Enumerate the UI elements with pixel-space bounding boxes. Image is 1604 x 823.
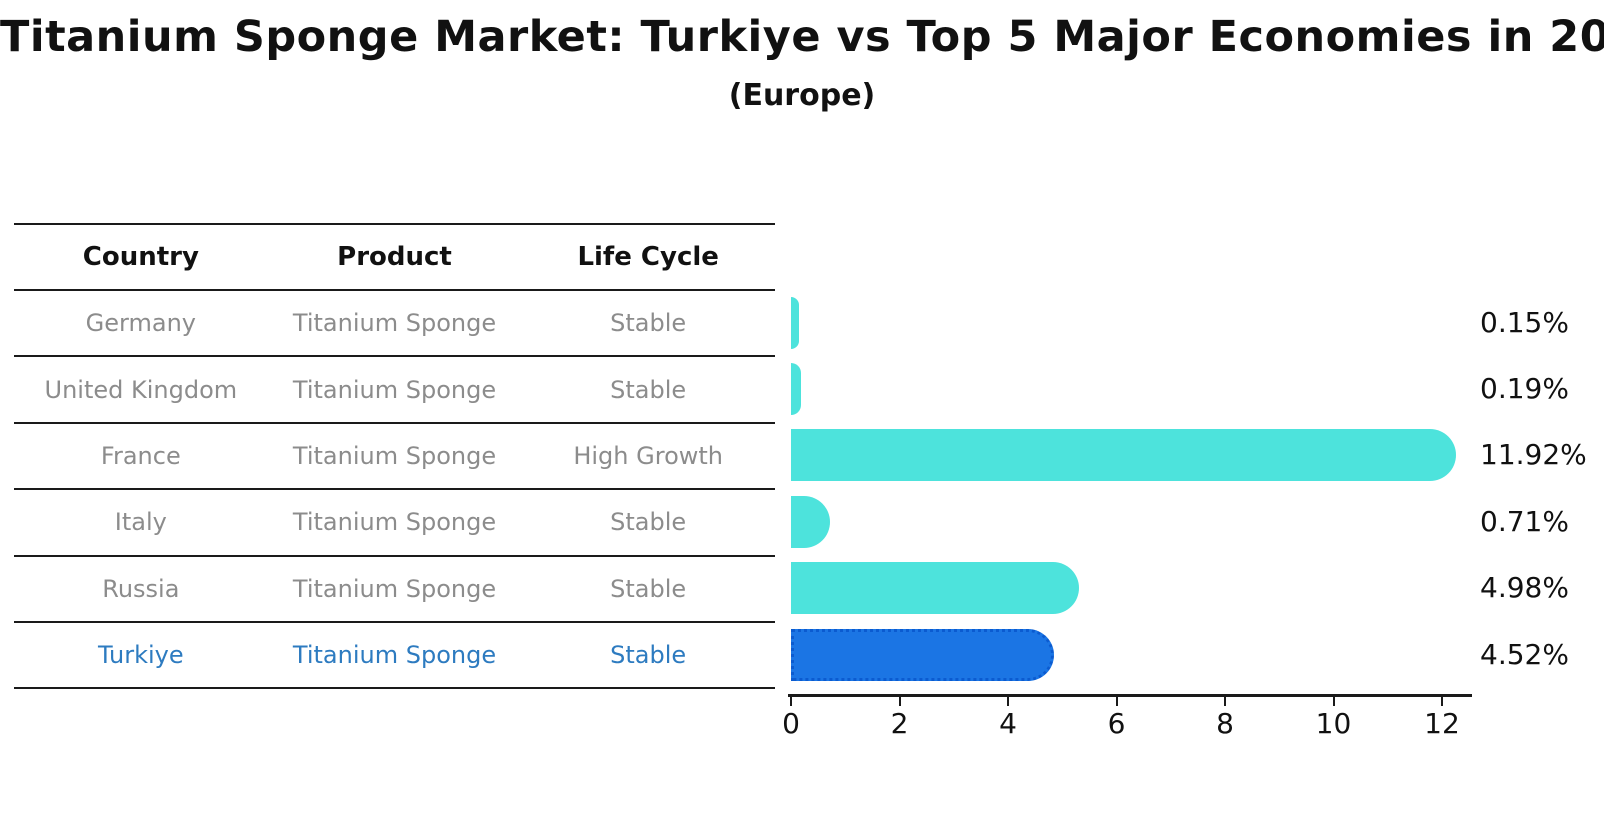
value-label-russia: 4.98%	[1480, 571, 1569, 605]
x-tick-label: 12	[1424, 707, 1460, 740]
lifecycle-cell: Stable	[610, 641, 687, 670]
bar-russia	[791, 562, 1080, 615]
x-axis-line	[788, 694, 1472, 697]
lifecycle-cell: Stable	[610, 574, 687, 603]
country-cell: Italy	[114, 508, 167, 537]
x-tick-label: 8	[1216, 707, 1234, 740]
chart-subtitle: (Europe)	[728, 78, 876, 113]
table-row-united-kingdom: United Kingdom Titanium Sponge Stable	[14, 357, 775, 424]
lifecycle-cell: Stable	[610, 375, 687, 404]
x-tick-label: 2	[890, 707, 909, 740]
x-tick-mark	[790, 697, 792, 706]
col-header-lifecycle: Life Cycle	[577, 242, 719, 272]
x-tick-label: 10	[1315, 707, 1352, 740]
product-cell: Titanium Sponge	[292, 574, 497, 603]
x-tick-mark	[1441, 697, 1443, 706]
lifecycle-cell: Stable	[610, 508, 687, 537]
product-cell: Titanium Sponge	[292, 441, 497, 470]
table-body: Germany Titanium Sponge Stable United Kingd…	[14, 291, 775, 690]
country-cell: Germany	[85, 309, 196, 338]
x-tick-label: 4	[999, 707, 1017, 740]
value-label-italy: 0.71%	[1480, 504, 1569, 538]
country-cell: United Kingdom	[44, 375, 238, 404]
value-label-turkiye: 4.52%	[1480, 637, 1569, 671]
table-row-germany: Germany Titanium Sponge Stable	[14, 291, 775, 358]
x-tick-label: 6	[1107, 707, 1126, 740]
value-label-germany: 0.15%	[1480, 305, 1569, 339]
country-cell: France	[100, 441, 181, 470]
table-header-row: Country Product Life Cycle	[14, 225, 775, 291]
lifecycle-cell: High Growth	[573, 441, 724, 470]
table-row-italy: Italy Titanium Sponge Stable	[14, 490, 775, 557]
table-row-france: France Titanium Sponge High Growth	[14, 424, 775, 491]
bar-france	[791, 429, 1456, 482]
value-label-france: 11.92%	[1480, 438, 1587, 472]
bar-italy	[791, 495, 830, 548]
table-row-russia: Russia Titanium Sponge Stable	[14, 557, 775, 623]
country-cell: Turkiye	[98, 641, 184, 670]
country-cell: Russia	[102, 574, 180, 603]
lifecycle-cell: Stable	[610, 309, 687, 338]
x-tick-label: 0	[782, 707, 800, 740]
x-tick-mark	[1115, 697, 1118, 706]
product-cell: Titanium Sponge	[292, 375, 497, 404]
col-header-country: Country	[82, 242, 199, 272]
x-tick-mark	[1332, 697, 1335, 706]
bar-turkiye	[791, 628, 1055, 681]
country-table: Country Product Life Cycle Germany Titani…	[14, 223, 775, 690]
x-tick-mark	[1224, 697, 1226, 706]
product-cell: Titanium Sponge	[292, 641, 497, 670]
bar-germany	[791, 296, 800, 349]
product-cell: Titanium Sponge	[292, 309, 497, 338]
x-tick-mark	[898, 697, 901, 706]
table-row-turkiye: Turkiye Titanium Sponge Stable	[14, 623, 775, 690]
x-tick-mark	[1007, 697, 1009, 706]
col-header-product: Product	[337, 242, 452, 272]
bar-united-kingdom	[791, 362, 802, 415]
product-cell: Titanium Sponge	[292, 508, 497, 537]
value-label-united-kingdom: 0.19%	[1480, 371, 1569, 405]
chart-title: Titanium Sponge Market: Turkiye vs Top 5…	[0, 12, 1604, 62]
